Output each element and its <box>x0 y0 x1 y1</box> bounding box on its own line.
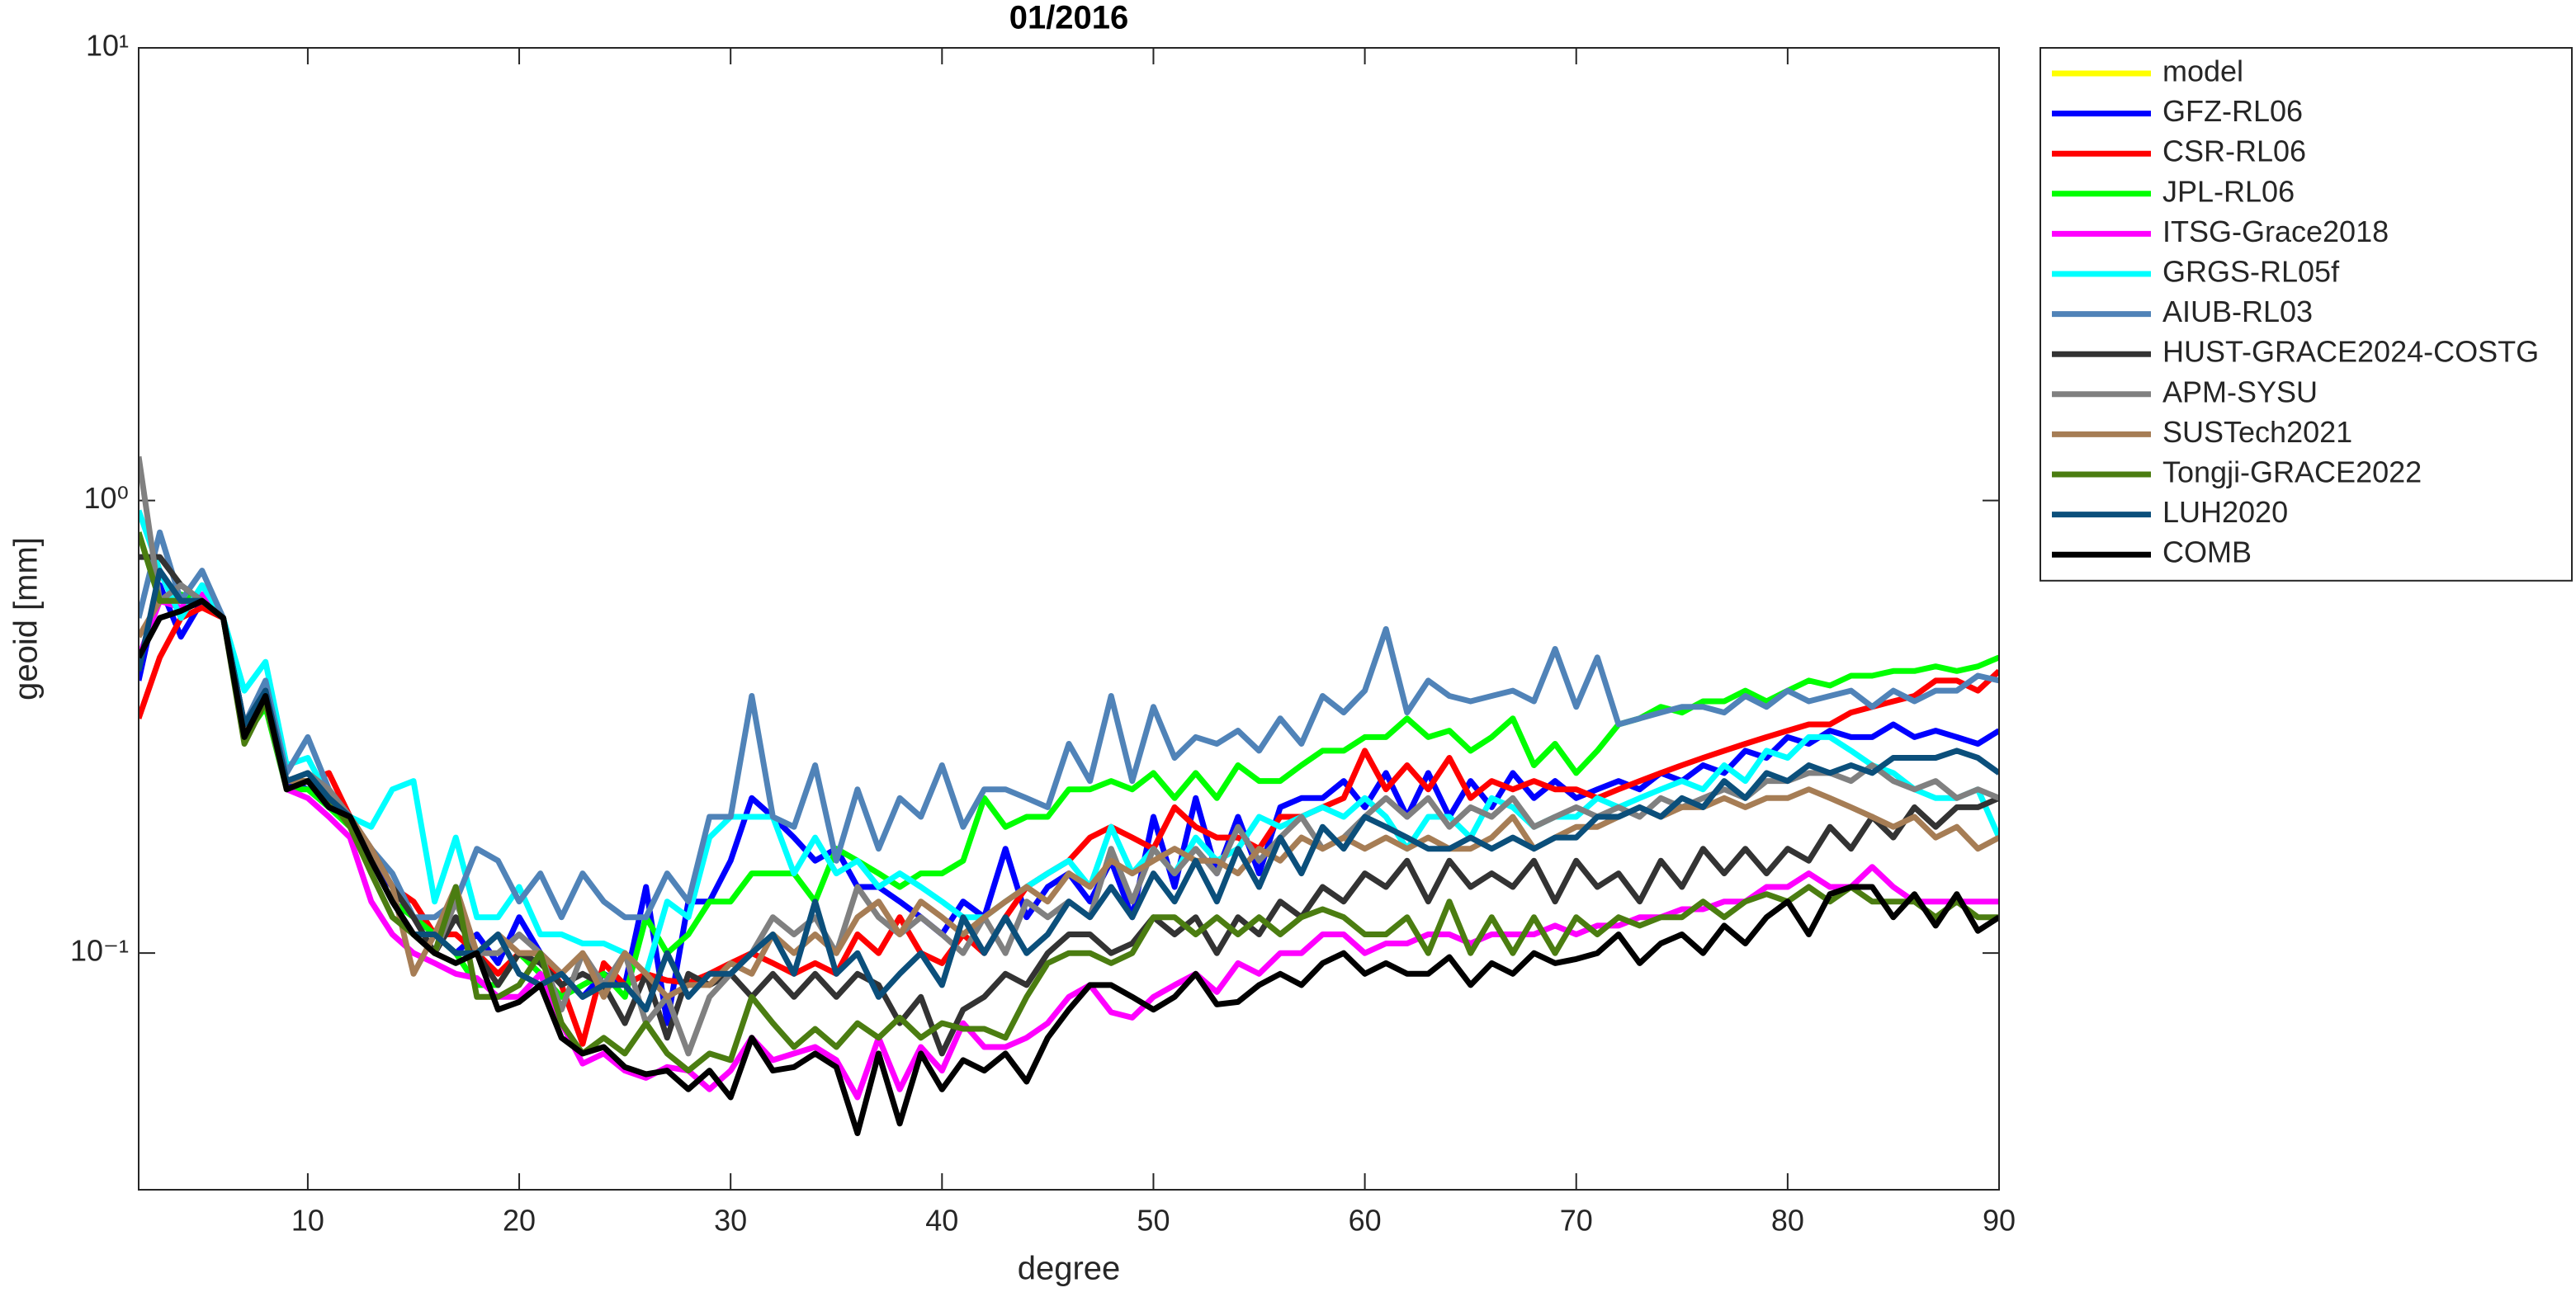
legend-label: GFZ-RL06 <box>2162 94 2303 128</box>
x-tick-label: 10 <box>291 1204 324 1238</box>
x-tick-label: 30 <box>714 1204 747 1238</box>
x-tick-label: 90 <box>1983 1204 2016 1238</box>
series-line <box>139 597 1999 1136</box>
series-line <box>139 509 1999 977</box>
legend-label: model <box>2162 54 2243 88</box>
y-tick-label: 10⁰ <box>84 481 129 515</box>
legend: model GFZ-RL06 CSR-RL06 JPL-RL06 ITSG-Grace2… <box>2040 47 2573 582</box>
x-tick-label: 60 <box>1349 1204 1382 1238</box>
x-tick-label: 50 <box>1137 1204 1170 1238</box>
x-tick-label: 80 <box>1771 1204 1804 1238</box>
legend-label: COMB <box>2162 535 2252 569</box>
chart-title: 01/2016 <box>1009 0 1129 36</box>
series-line <box>139 531 1999 1074</box>
series-line <box>139 568 1999 1013</box>
x-tick-label: 70 <box>1560 1204 1593 1238</box>
legend-label: CSR-RL06 <box>2162 134 2306 168</box>
legend-label: APM-SYSU <box>2162 375 2318 408</box>
y-tick-label: 10¹ <box>86 29 129 63</box>
legend-label: ITSG-Grace2018 <box>2162 215 2389 248</box>
legend-label: AIUB-RL03 <box>2162 295 2313 328</box>
legend-label: LUH2020 <box>2162 495 2288 529</box>
y-axis-label: geoid [mm] <box>8 537 45 700</box>
x-tick-label: 40 <box>925 1204 958 1238</box>
x-tick-label: 20 <box>503 1204 536 1238</box>
plot-area <box>139 47 2000 1190</box>
legend-label: JPL-RL06 <box>2162 174 2295 208</box>
y-tick-label: 10⁻¹ <box>70 934 129 968</box>
legend-label: HUST-GRACE2024-COSTG <box>2162 335 2539 369</box>
series-line <box>139 554 1999 1057</box>
legend-label: GRGS-RL05f <box>2162 255 2340 289</box>
legend-label: SUSTech2021 <box>2162 415 2352 449</box>
axes-box <box>138 47 2000 1191</box>
x-axis-label: degree <box>1018 1251 1121 1287</box>
legend-label: Tongji-GRACE2022 <box>2162 455 2422 489</box>
